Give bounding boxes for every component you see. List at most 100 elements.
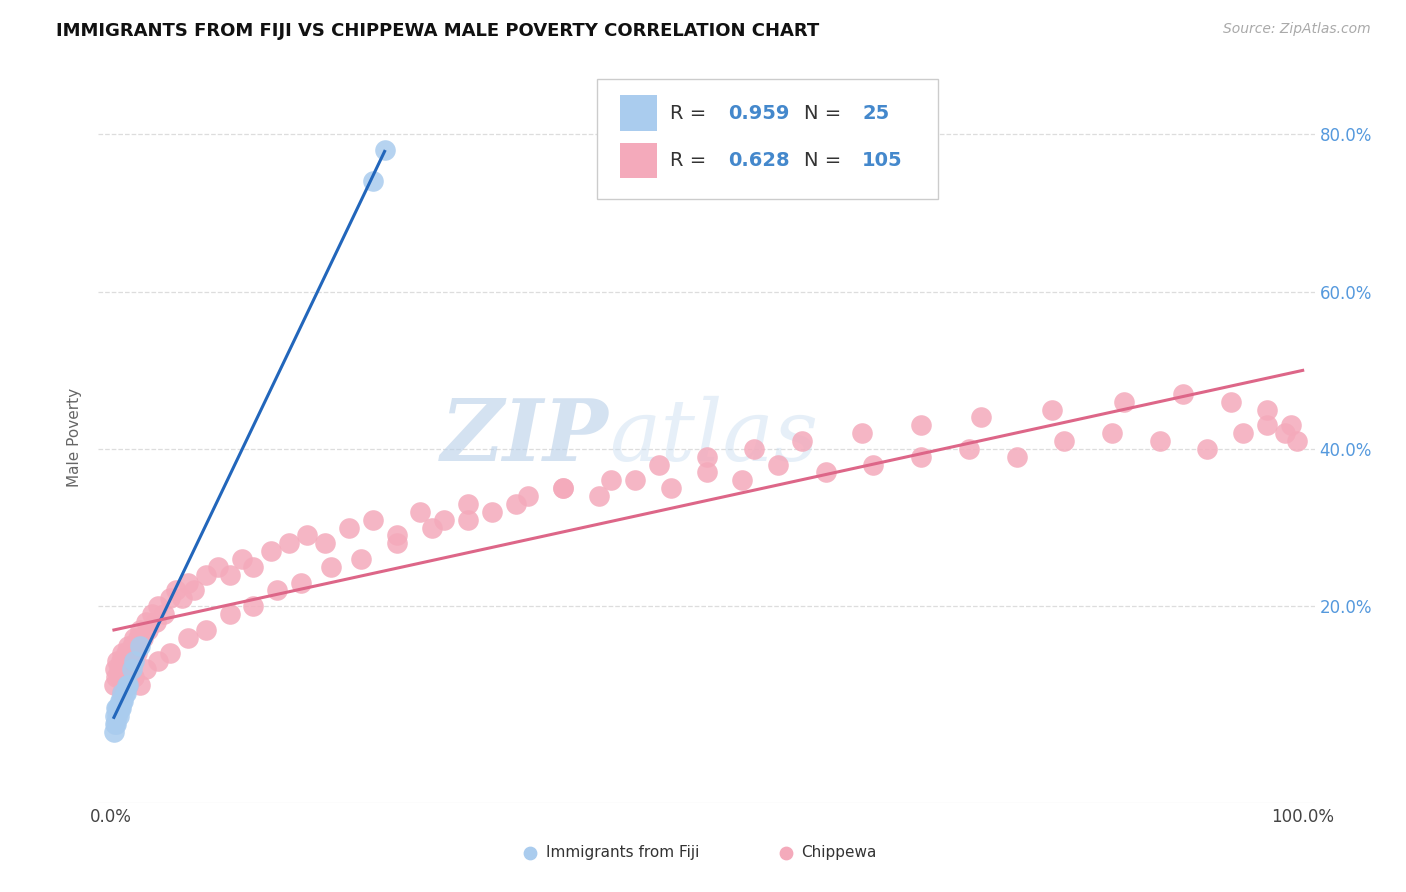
Point — [115, 654, 138, 668]
Point — [110, 693, 132, 707]
Point — [319, 559, 342, 574]
Point — [129, 678, 152, 692]
Point — [165, 583, 187, 598]
Point — [1256, 402, 1278, 417]
Point — [218, 607, 240, 621]
Point — [862, 458, 884, 472]
Text: Source: ZipAtlas.com: Source: ZipAtlas.com — [1223, 22, 1371, 37]
Point — [110, 654, 132, 668]
Point — [135, 615, 157, 629]
Point — [314, 536, 336, 550]
Point — [146, 599, 169, 614]
Point — [115, 686, 138, 700]
Point — [1101, 426, 1123, 441]
Point — [910, 418, 932, 433]
Point — [957, 442, 980, 456]
Point — [129, 623, 152, 637]
Point — [1053, 434, 1076, 448]
Point — [107, 701, 129, 715]
Text: Chippewa: Chippewa — [801, 845, 877, 860]
Point — [122, 631, 145, 645]
Point — [170, 591, 193, 606]
Point — [104, 662, 127, 676]
Point — [194, 567, 217, 582]
Text: 25: 25 — [862, 103, 890, 122]
Point — [115, 678, 138, 692]
Point — [117, 678, 139, 692]
Point — [1232, 426, 1254, 441]
Point — [290, 575, 312, 590]
Point — [108, 670, 131, 684]
Point — [523, 810, 546, 824]
Point — [773, 810, 796, 824]
Point — [107, 662, 129, 676]
Point — [1285, 434, 1308, 448]
Point — [1149, 434, 1171, 448]
Point — [337, 520, 360, 534]
Point — [696, 466, 718, 480]
Point — [696, 450, 718, 464]
Point — [1256, 418, 1278, 433]
Point — [146, 654, 169, 668]
Point — [659, 481, 682, 495]
Point — [420, 520, 443, 534]
Point — [120, 654, 142, 668]
FancyBboxPatch shape — [598, 78, 938, 200]
Point — [107, 709, 129, 723]
Point — [112, 693, 135, 707]
Point — [108, 693, 131, 707]
Point — [516, 489, 538, 503]
Point — [731, 473, 754, 487]
Point — [1279, 418, 1302, 433]
Point — [103, 725, 125, 739]
Point — [108, 701, 131, 715]
Point — [103, 678, 125, 692]
Point — [114, 654, 136, 668]
Point — [374, 143, 396, 157]
Point — [141, 607, 163, 621]
Text: R =: R = — [671, 151, 713, 170]
Point — [361, 513, 384, 527]
Point — [131, 631, 153, 645]
Point — [385, 528, 408, 542]
Point — [111, 686, 134, 700]
Point — [385, 536, 408, 550]
Point — [104, 717, 127, 731]
Point — [433, 513, 456, 527]
Point — [125, 646, 148, 660]
Point — [742, 442, 765, 456]
Y-axis label: Male Poverty: Male Poverty — [67, 387, 83, 487]
Point — [814, 466, 837, 480]
Point — [107, 701, 129, 715]
Text: N =: N = — [804, 151, 848, 170]
Point — [129, 639, 152, 653]
Point — [117, 678, 139, 692]
Point — [553, 481, 575, 495]
Point — [600, 473, 623, 487]
Text: N =: N = — [804, 103, 848, 122]
Point — [505, 497, 527, 511]
Text: 0.628: 0.628 — [728, 151, 790, 170]
Point — [105, 701, 128, 715]
FancyBboxPatch shape — [620, 95, 657, 130]
Point — [553, 481, 575, 495]
Point — [117, 639, 139, 653]
Point — [910, 450, 932, 464]
Point — [207, 559, 229, 574]
Point — [970, 410, 993, 425]
Point — [1005, 450, 1028, 464]
Point — [242, 559, 264, 574]
Point — [1173, 387, 1195, 401]
Point — [107, 654, 129, 668]
Point — [159, 646, 181, 660]
Point — [350, 552, 373, 566]
Point — [121, 662, 143, 676]
Point — [122, 654, 145, 668]
Point — [457, 513, 479, 527]
Point — [124, 639, 146, 653]
Text: 0.959: 0.959 — [728, 103, 790, 122]
Point — [766, 458, 789, 472]
Text: atlas: atlas — [609, 396, 818, 478]
Point — [159, 591, 181, 606]
Point — [105, 670, 128, 684]
